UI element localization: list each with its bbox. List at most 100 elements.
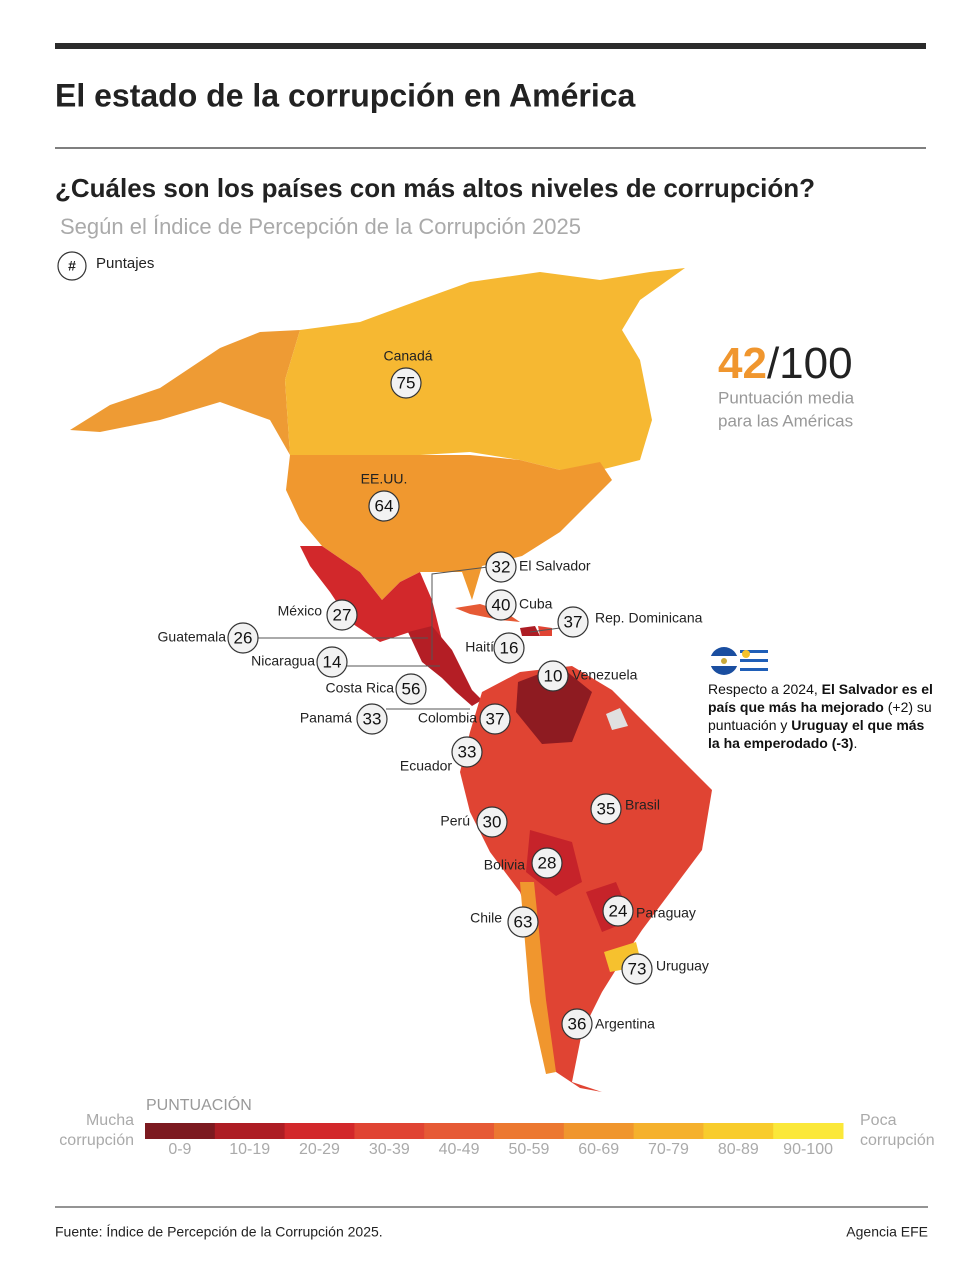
country-score: 28	[538, 853, 557, 872]
legend-swatch	[633, 1123, 704, 1139]
legend-bin-label: 70-79	[648, 1141, 689, 1158]
note-line: país que más ha mejorado (+2) su	[708, 699, 932, 715]
key-label: Puntajes	[96, 255, 154, 272]
flag-uruguay-sun	[742, 650, 750, 658]
central-america	[408, 626, 482, 706]
country-score: 30	[483, 812, 502, 831]
legend-swatch	[703, 1123, 774, 1139]
legend-bin-label: 10-19	[229, 1141, 270, 1158]
south-america	[460, 666, 712, 1092]
country-name: México	[278, 603, 323, 619]
legend-swatch	[284, 1123, 355, 1139]
flag-el-salvador-emblem	[721, 658, 727, 664]
score-badge	[476, 806, 508, 838]
note-segment: Uruguay el que más	[791, 717, 924, 733]
country-score: 63	[514, 912, 533, 931]
legend-swatch	[145, 1123, 216, 1139]
country-score: 35	[597, 799, 616, 818]
country-name: Paraguay	[636, 905, 696, 921]
legend-swatch	[773, 1123, 844, 1139]
country-score: 10	[544, 666, 563, 685]
key-symbol: #	[68, 258, 76, 274]
score-badge	[368, 490, 400, 522]
note-segment: puntuación y	[708, 717, 791, 733]
average-score: 42	[718, 339, 767, 388]
note-segment: la ha emperodado (-3)	[708, 735, 853, 751]
country-score: 37	[486, 709, 505, 728]
usa	[286, 455, 612, 600]
alaska	[70, 330, 300, 455]
score-badge	[479, 703, 511, 735]
country-score: 64	[375, 496, 394, 515]
legend-title: PUNTUACIÓN	[146, 1095, 252, 1114]
country-name: Cuba	[519, 596, 553, 612]
legend-right: corrupción	[860, 1132, 935, 1149]
score-badge	[531, 847, 563, 879]
country-name: Uruguay	[656, 958, 709, 974]
flag-uruguay-stripe	[740, 668, 768, 671]
country-name: Perú	[440, 813, 470, 829]
country-name: Nicaragua	[251, 653, 315, 669]
average-label: Puntuación media	[718, 388, 855, 407]
legend-bin-label: 90-100	[783, 1141, 833, 1158]
hispaniola-east	[538, 626, 552, 636]
country-name: Brasil	[625, 797, 660, 813]
country-name: Bolivia	[484, 857, 525, 873]
country-name: Costa Rica	[326, 680, 395, 696]
country-score: 56	[402, 679, 421, 698]
country-score: 33	[458, 742, 477, 761]
score-badge	[451, 736, 483, 768]
score-badge	[557, 606, 589, 638]
country-name: Canadá	[383, 348, 432, 364]
average-scale: /100	[767, 339, 853, 388]
leader-lines	[257, 566, 561, 710]
country-score: 14	[323, 652, 342, 671]
legend-swatch	[214, 1123, 286, 1139]
note-segment: (+2) su	[884, 699, 932, 715]
country-score: 73	[628, 959, 647, 978]
country-score: 33	[363, 709, 382, 728]
footer-agency: Agencia EFE	[846, 1224, 928, 1240]
score-badge	[485, 551, 517, 583]
country-score: 40	[492, 595, 511, 614]
leader-rep-dominicana	[529, 627, 561, 633]
legend-left: corrupción	[59, 1132, 134, 1149]
country-score: 16	[500, 638, 519, 657]
country-name: Colombia	[418, 710, 477, 726]
subtitle: ¿Cuáles son los países con más altos niv…	[55, 173, 815, 203]
legend-swatch	[494, 1123, 565, 1139]
score-badge	[485, 589, 517, 621]
score-badge	[316, 646, 348, 678]
legend-bin-label: 50-59	[508, 1141, 549, 1158]
guianas	[606, 708, 628, 730]
legend-bin-label: 60-69	[578, 1141, 619, 1158]
score-badge	[326, 599, 358, 631]
country-score: 75	[397, 373, 416, 392]
canada	[285, 268, 685, 470]
score-badge	[507, 906, 539, 938]
key-circle	[57, 251, 87, 281]
score-badge	[356, 703, 388, 735]
country-name: Chile	[470, 910, 502, 926]
score-badge	[227, 622, 259, 654]
country-score: 37	[564, 612, 583, 631]
note-segment: .	[853, 735, 857, 751]
country-name: Argentina	[595, 1016, 655, 1032]
country-name: Haití	[465, 639, 494, 655]
legend-right: Poca	[860, 1112, 897, 1129]
country-name: El Salvador	[519, 558, 591, 574]
country-name: Rep. Dominicana	[595, 610, 703, 626]
country-score: 24	[609, 901, 628, 920]
legend-swatch	[424, 1123, 495, 1139]
top-rule	[55, 43, 926, 49]
flag-uruguay-stripe	[740, 659, 768, 662]
legend-swatch	[563, 1123, 635, 1139]
country-score: 27	[333, 605, 352, 624]
country-name: Ecuador	[400, 758, 452, 774]
note-segment: Respecto a 2024,	[708, 681, 822, 697]
legend-swatch	[354, 1123, 425, 1139]
score-badge	[602, 895, 634, 927]
legend-left: Mucha	[86, 1112, 134, 1129]
country-score: 26	[234, 628, 253, 647]
